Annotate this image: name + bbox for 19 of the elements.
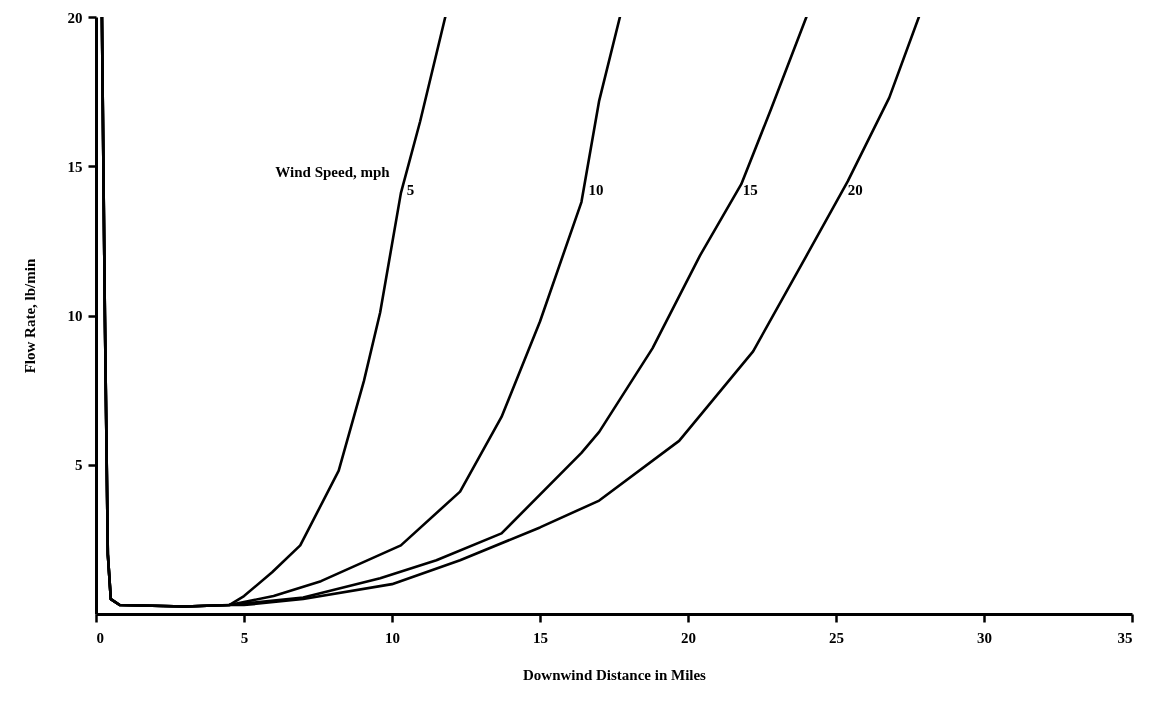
x-tick-label: 20	[681, 629, 696, 646]
x-tick-label: 15	[533, 629, 548, 646]
y-axis-title: Flow Rate, lb/min	[21, 258, 38, 374]
series-label: 15	[742, 182, 758, 199]
y-tick-label: 15	[67, 158, 83, 175]
x-tick-label: 10	[385, 629, 400, 646]
x-tick-label: 35	[1117, 629, 1133, 646]
x-tick-label: 25	[829, 629, 844, 646]
legend-title: Wind Speed, mph	[275, 164, 391, 181]
series-label: 10	[588, 182, 604, 199]
x-tick-label: 0	[96, 629, 104, 646]
y-tick-label: 20	[67, 9, 83, 26]
series-label: 5	[406, 182, 415, 199]
x-tick-label: 5	[240, 629, 249, 646]
y-tick-label: 10	[67, 308, 83, 324]
x-axis-title: Downwind Distance in Miles	[523, 666, 707, 683]
y-tick-label: 5	[75, 457, 83, 474]
series-label: 20	[847, 182, 863, 199]
x-tick-label: 30	[977, 629, 992, 646]
